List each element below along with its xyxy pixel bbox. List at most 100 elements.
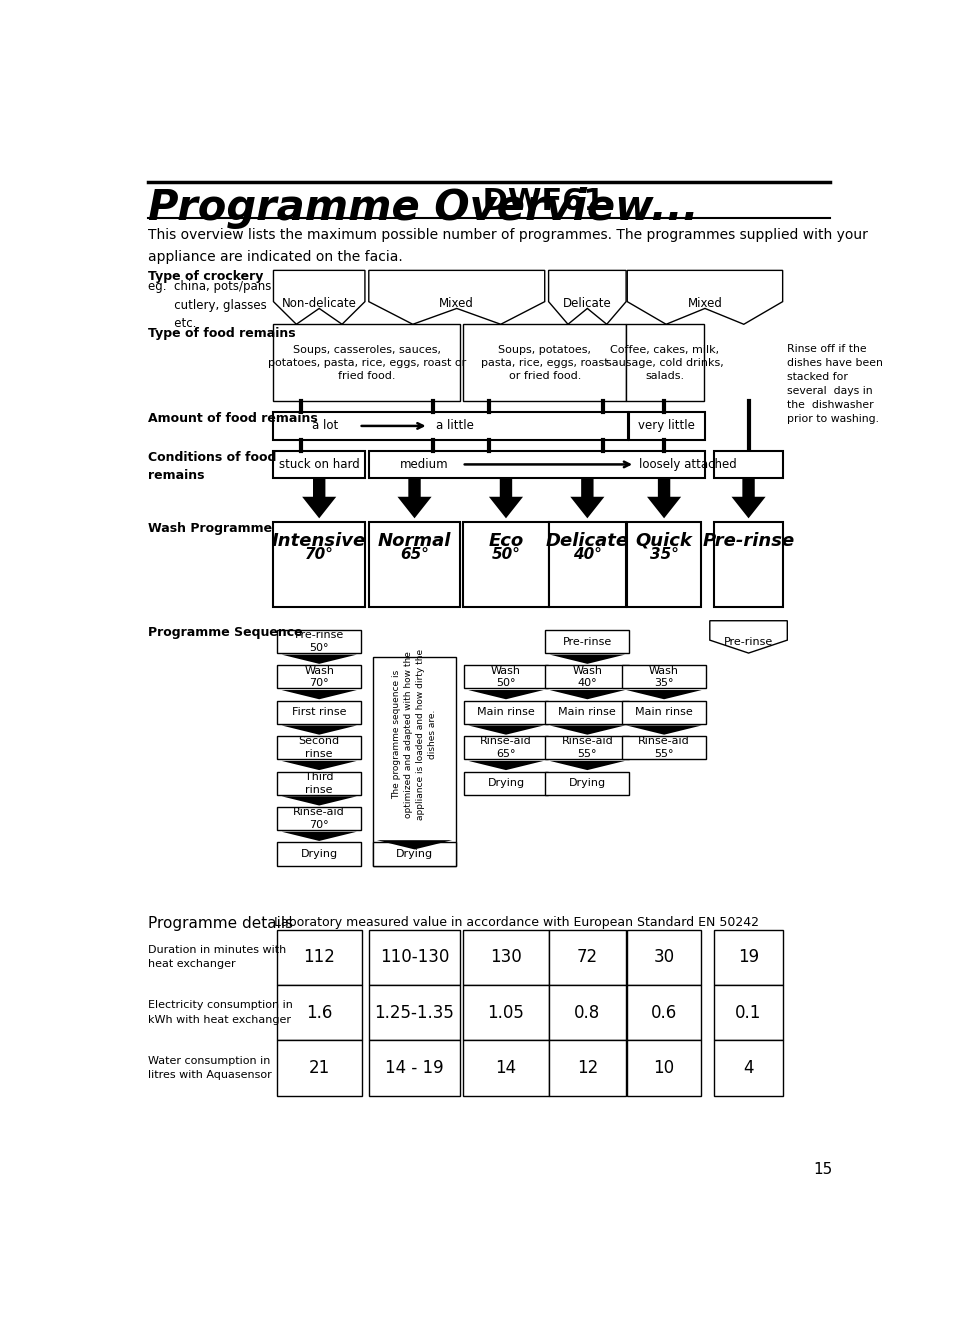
Text: 15: 15: [812, 1162, 831, 1177]
Text: Main rinse: Main rinse: [558, 707, 616, 718]
Text: very little: very little: [638, 420, 695, 432]
Bar: [625, 325, 703, 401]
Polygon shape: [281, 655, 356, 664]
Text: Non-delicate: Non-delicate: [281, 298, 356, 310]
Bar: [714, 522, 781, 607]
Polygon shape: [468, 761, 543, 770]
Polygon shape: [646, 478, 680, 518]
Polygon shape: [549, 655, 624, 664]
Text: 35°: 35°: [649, 546, 678, 562]
Text: loosely attached: loosely attached: [639, 458, 736, 471]
Text: Electricity consumption in
kWh with heat exchanger: Electricity consumption in kWh with heat…: [148, 1000, 293, 1025]
Text: Conditions of food
remains: Conditions of food remains: [148, 451, 276, 482]
Text: 1.05: 1.05: [487, 1004, 524, 1021]
Bar: [463, 522, 548, 607]
Text: Type of food remains: Type of food remains: [148, 326, 295, 340]
Bar: [276, 1040, 361, 1096]
Text: 0.1: 0.1: [735, 1004, 760, 1021]
Text: 14: 14: [495, 1059, 516, 1078]
Text: 4: 4: [742, 1059, 753, 1078]
Text: Eco: Eco: [488, 531, 523, 550]
Text: 10: 10: [653, 1059, 674, 1078]
Text: 1.25-1.35: 1.25-1.35: [375, 1004, 454, 1021]
Bar: [274, 451, 365, 478]
Text: This overview lists the maximum possible number of programmes. The programmes su: This overview lists the maximum possible…: [148, 228, 867, 264]
Text: 19: 19: [738, 949, 759, 966]
Bar: [464, 737, 547, 760]
Bar: [464, 701, 547, 723]
Text: Wash
50°: Wash 50°: [491, 666, 520, 688]
Text: Wash
70°: Wash 70°: [304, 666, 334, 688]
Polygon shape: [281, 726, 356, 734]
Text: Wash
35°: Wash 35°: [648, 666, 679, 688]
Text: Drying: Drying: [395, 849, 433, 859]
Polygon shape: [468, 690, 543, 699]
Text: Normal: Normal: [377, 531, 451, 550]
Text: 72: 72: [577, 949, 598, 966]
Text: Pre-rinse: Pre-rinse: [562, 636, 611, 647]
Text: a little: a little: [436, 420, 474, 432]
Text: DWF61: DWF61: [472, 188, 604, 216]
Bar: [621, 737, 705, 760]
Bar: [277, 701, 360, 723]
Text: 14 - 19: 14 - 19: [385, 1059, 443, 1078]
Text: 30: 30: [653, 949, 674, 966]
Bar: [369, 451, 704, 478]
Polygon shape: [731, 478, 765, 518]
Text: Pre-rinse: Pre-rinse: [701, 531, 794, 550]
Bar: [277, 807, 360, 831]
Text: a lot: a lot: [312, 420, 338, 432]
Text: First rinse: First rinse: [292, 707, 346, 718]
Text: 130: 130: [490, 949, 521, 966]
Polygon shape: [468, 726, 543, 734]
Bar: [627, 930, 700, 985]
Bar: [545, 772, 629, 794]
Text: 12: 12: [577, 1059, 598, 1078]
Bar: [369, 522, 459, 607]
Polygon shape: [281, 761, 356, 770]
Bar: [628, 412, 704, 440]
Text: Duration in minutes with
heat exchanger: Duration in minutes with heat exchanger: [148, 945, 286, 969]
Text: Quick: Quick: [635, 531, 692, 550]
Text: Drying: Drying: [487, 778, 524, 788]
Polygon shape: [549, 726, 624, 734]
Bar: [545, 737, 629, 760]
Bar: [464, 772, 547, 794]
Text: 110-130: 110-130: [379, 949, 449, 966]
Polygon shape: [626, 726, 701, 734]
Bar: [277, 737, 360, 760]
Text: Type of crockery: Type of crockery: [148, 270, 263, 283]
Text: Soups, casseroles, sauces,
potatoes, pasta, rice, eggs, roast or
fried food.: Soups, casseroles, sauces, potatoes, pas…: [268, 345, 465, 381]
Bar: [369, 930, 459, 985]
Text: Water consumption in
litres with Aquasensor: Water consumption in litres with Aquasen…: [148, 1056, 272, 1080]
Bar: [627, 522, 700, 607]
Bar: [277, 843, 360, 866]
Bar: [274, 325, 459, 401]
Polygon shape: [488, 478, 522, 518]
Text: Rinse off if the
dishes have been
stacked for
several  days in
the  dishwasher
p: Rinse off if the dishes have been stacke…: [785, 344, 882, 424]
Text: Mixed: Mixed: [439, 298, 474, 310]
Polygon shape: [369, 270, 544, 325]
Text: Drying: Drying: [568, 778, 605, 788]
Bar: [621, 666, 705, 688]
Text: Rinse-aid
65°: Rinse-aid 65°: [479, 737, 531, 760]
Polygon shape: [549, 690, 624, 699]
Text: Second
rinse: Second rinse: [298, 737, 339, 760]
Polygon shape: [549, 761, 624, 770]
Bar: [545, 701, 629, 723]
Polygon shape: [281, 690, 356, 699]
Text: 1.6: 1.6: [306, 1004, 332, 1021]
Bar: [373, 843, 456, 866]
Text: The programme sequence is
optimized and adapted with how the
appliance is loaded: The programme sequence is optimized and …: [392, 648, 436, 820]
Bar: [714, 1040, 781, 1096]
Text: 112: 112: [303, 949, 335, 966]
Text: Rinse-aid
70°: Rinse-aid 70°: [293, 808, 345, 829]
Text: Main rinse: Main rinse: [476, 707, 535, 718]
Bar: [714, 451, 781, 478]
Text: Programme details: Programme details: [148, 915, 293, 930]
Bar: [373, 658, 456, 866]
Text: 0.8: 0.8: [574, 1004, 599, 1021]
Text: Delicate: Delicate: [562, 298, 611, 310]
Text: Coffee, cakes, milk,
sausage, cold drinks,
salads.: Coffee, cakes, milk, sausage, cold drink…: [605, 345, 723, 381]
Text: Intensive: Intensive: [272, 531, 366, 550]
